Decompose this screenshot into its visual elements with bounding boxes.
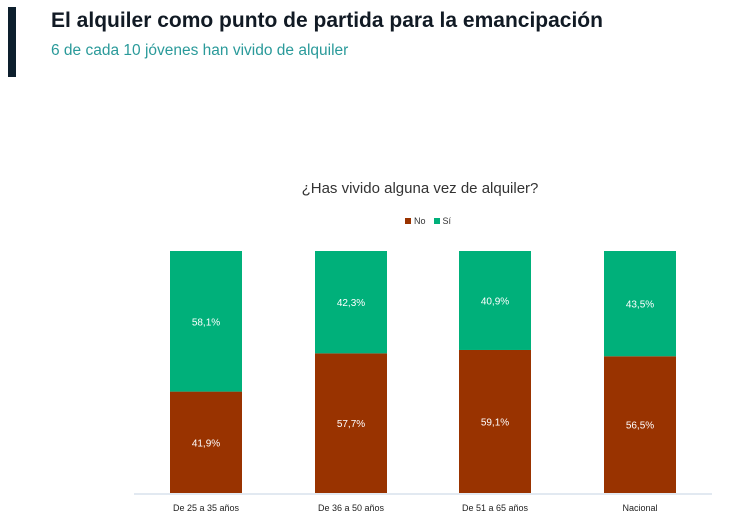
data-label: 57,7% [337,419,365,430]
legend-label-si: Sí [442,216,452,226]
data-label: 40,9% [481,296,509,307]
bar-no [604,356,676,493]
data-label: 59,1% [481,417,509,428]
x-tick-label: De 51 a 65 años [462,503,529,513]
bar-no [315,353,387,493]
bar-si [604,251,676,357]
legend-item-no: No [405,216,426,226]
data-label: 43,5% [626,300,654,311]
x-tick-label: De 36 a 50 años [318,503,385,513]
legend-item-si: Sí [433,216,452,226]
accent-bar [8,7,16,77]
legend-label-no: No [414,216,426,226]
bar-si [315,251,387,354]
bar-no [170,391,242,493]
data-label: 58,1% [192,317,220,328]
legend: No Sí [405,216,451,226]
bar-si [170,251,242,392]
legend-swatch-si [433,218,440,224]
data-label: 56,5% [626,421,654,432]
legend-swatch-no [405,218,411,224]
page-subtitle: 6 de cada 10 jóvenes han vivido de alqui… [51,42,349,59]
bar-no [459,349,531,493]
bar-si [459,251,531,350]
page-title: El alquiler como punto de partida para l… [51,9,603,32]
x-tick-label: De 25 a 35 años [173,503,240,513]
data-label: 41,9% [192,438,220,449]
data-label: 42,3% [337,298,365,309]
x-tick-label: Nacional [622,503,657,513]
chart-title: ¿Has vivido alguna vez de alquiler? [301,180,539,197]
